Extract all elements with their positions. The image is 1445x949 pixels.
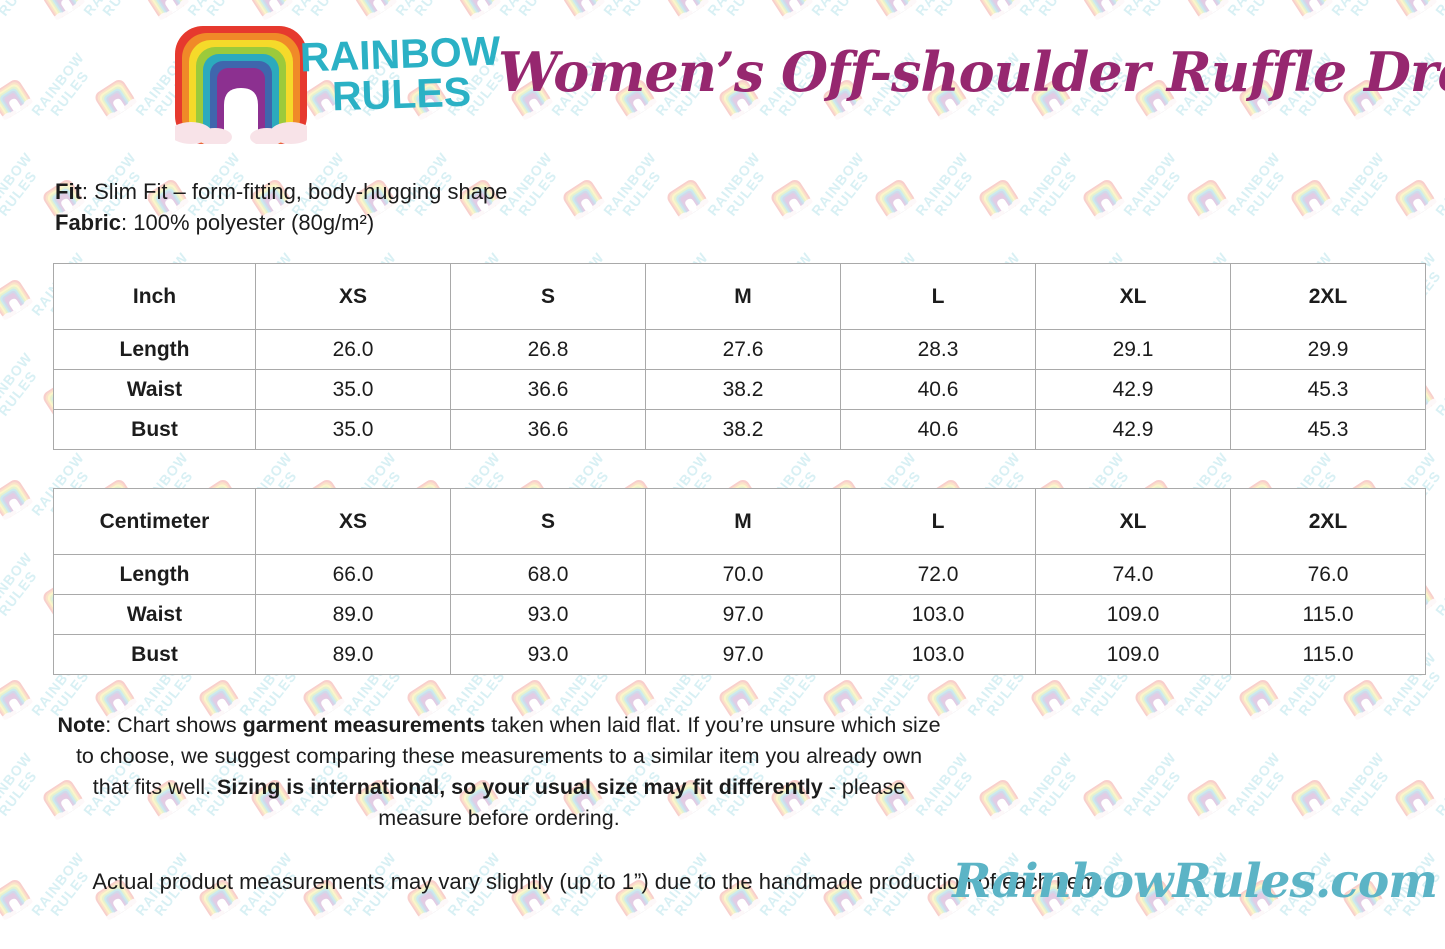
- measurement-value-cell: 26.0: [255, 329, 451, 370]
- sizing-note: Note: Chart shows garment measurements t…: [57, 713, 941, 830]
- measurement-value-cell: 93.0: [450, 634, 646, 675]
- measurement-value-cell: 38.2: [645, 369, 841, 410]
- fit-label: Fit: [55, 179, 82, 204]
- size-header-cell: L: [840, 488, 1036, 555]
- measurement-value-cell: 35.0: [255, 409, 451, 450]
- size-header-cell: M: [645, 263, 841, 330]
- measurement-value-cell: 40.6: [840, 369, 1036, 410]
- cloud-shapes: [175, 122, 307, 144]
- measurement-value-cell: 109.0: [1035, 594, 1231, 635]
- product-info: Fit: Slim Fit – form-fitting, body-huggi…: [55, 176, 507, 238]
- inch-size-table: Inch XS S M L XL 2XL Length 26.0 26.8 27.6 28.3 29.…: [53, 263, 1426, 450]
- measurement-label-cell: Bust: [53, 634, 256, 675]
- measurement-label-cell: Bust: [53, 409, 256, 450]
- measurement-value-cell: 42.9: [1035, 409, 1231, 450]
- measurement-value-cell: 29.9: [1230, 329, 1426, 370]
- measurement-label-cell: Waist: [53, 594, 256, 635]
- size-header-cell: XS: [255, 488, 451, 555]
- measurement-value-cell: 97.0: [645, 594, 841, 635]
- fabric-line: Fabric: 100% polyester (80g/m²): [55, 207, 507, 238]
- unit-header-cell: Inch: [53, 263, 256, 330]
- measurement-row: Bust 35.0 36.6 38.2 40.6 42.9 45.3: [53, 409, 1426, 450]
- measurement-value-cell: 76.0: [1230, 554, 1426, 595]
- footer-brand-text: RainbowRules.com: [952, 854, 1438, 909]
- measurement-value-cell: 45.3: [1230, 409, 1426, 450]
- measurement-value-cell: 40.6: [840, 409, 1036, 450]
- measurement-value-cell: 103.0: [840, 634, 1036, 675]
- measurement-value-cell: 70.0: [645, 554, 841, 595]
- fabric-label: Fabric: [55, 210, 122, 235]
- size-header-cell: 2XL: [1230, 488, 1426, 555]
- measurement-value-cell: 115.0: [1230, 594, 1426, 635]
- measurement-value-cell: 29.1: [1035, 329, 1231, 370]
- rainbow-logo-icon: [175, 26, 307, 144]
- measurement-value-cell: 93.0: [450, 594, 646, 635]
- measurement-value-cell: 89.0: [255, 634, 451, 675]
- measurement-value-cell: 27.6: [645, 329, 841, 370]
- measurement-row: Bust 89.0 93.0 97.0 103.0 109.0 115.0: [53, 634, 1426, 675]
- brand-wordmark-line2: RULES: [331, 68, 472, 120]
- measurement-row: Length 66.0 68.0 70.0 72.0 74.0 76.0: [53, 554, 1426, 595]
- measurement-value-cell: 97.0: [645, 634, 841, 675]
- table-header-row: Centimeter XS S M L XL 2XL: [53, 488, 1426, 555]
- measurement-value-cell: 68.0: [450, 554, 646, 595]
- table-header-row: Inch XS S M L XL 2XL: [53, 263, 1426, 330]
- fit-value: : Slim Fit – form-fitting, body-hugging …: [81, 179, 508, 204]
- fit-line: Fit: Slim Fit – form-fitting, body-huggi…: [55, 176, 507, 207]
- measurement-value-cell: 72.0: [840, 554, 1036, 595]
- size-header-cell: S: [450, 263, 646, 330]
- measurement-label-cell: Length: [53, 329, 256, 370]
- measurement-value-cell: 36.6: [450, 409, 646, 450]
- handmade-disclaimer: Actual product measurements may vary sli…: [92, 869, 1104, 894]
- measurement-value-cell: 26.8: [450, 329, 646, 370]
- fabric-value: : 100% polyester (80g/m²): [121, 210, 375, 235]
- measurement-value-cell: 74.0: [1035, 554, 1231, 595]
- centimeter-size-table: Centimeter XS S M L XL 2XL Length 66.0 68.0 70.0 7…: [53, 488, 1426, 675]
- measurement-value-cell: 35.0: [255, 369, 451, 410]
- measurement-value-cell: 115.0: [1230, 634, 1426, 675]
- size-header-cell: 2XL: [1230, 263, 1426, 330]
- measurement-value-cell: 66.0: [255, 554, 451, 595]
- measurement-value-cell: 36.6: [450, 369, 646, 410]
- page-title: Women’s Off-shoulder Ruffle Dress: [498, 40, 1445, 104]
- measurement-label-cell: Waist: [53, 369, 256, 410]
- measurement-value-cell: 28.3: [840, 329, 1036, 370]
- measurement-value-cell: 109.0: [1035, 634, 1231, 675]
- measurement-value-cell: 103.0: [840, 594, 1036, 635]
- size-header-cell: M: [645, 488, 841, 555]
- size-header-cell: XL: [1035, 488, 1231, 555]
- measurement-label-cell: Length: [53, 554, 256, 595]
- brand-wordmark: RAINBOW RULES: [299, 23, 503, 148]
- measurement-value-cell: 38.2: [645, 409, 841, 450]
- measurement-value-cell: 89.0: [255, 594, 451, 635]
- measurement-row: Waist 35.0 36.6 38.2 40.6 42.9 45.3: [53, 369, 1426, 410]
- size-header-cell: S: [450, 488, 646, 555]
- size-header-cell: L: [840, 263, 1036, 330]
- brand-logo: RAINBOW RULES: [175, 26, 501, 144]
- unit-header-cell: Centimeter: [53, 488, 256, 555]
- measurement-value-cell: 42.9: [1035, 369, 1231, 410]
- measurement-row: Length 26.0 26.8 27.6 28.3 29.1 29.9: [53, 329, 1426, 370]
- measurement-value-cell: 45.3: [1230, 369, 1426, 410]
- size-header-cell: XL: [1035, 263, 1231, 330]
- size-header-cell: XS: [255, 263, 451, 330]
- measurement-row: Waist 89.0 93.0 97.0 103.0 109.0 115.0: [53, 594, 1426, 635]
